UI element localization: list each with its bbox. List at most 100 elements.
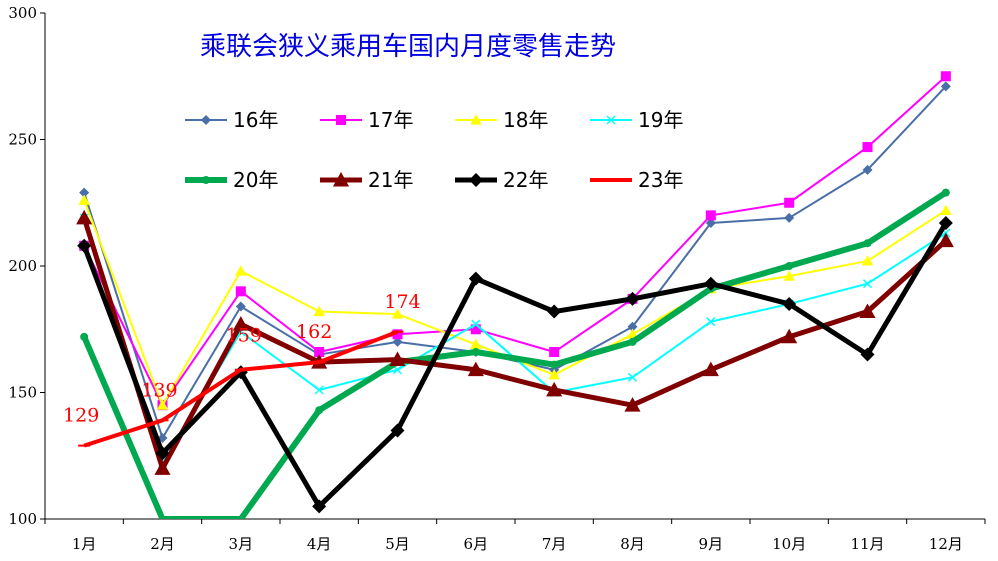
data-point [154, 460, 171, 475]
data-point [315, 406, 324, 415]
data-point [940, 71, 951, 82]
data-point [783, 270, 795, 281]
data-point [626, 328, 639, 339]
data-point [391, 308, 404, 319]
data-point [390, 423, 405, 438]
y-tick-label: 250 [8, 131, 37, 149]
legend-marker [202, 176, 210, 184]
data-label: 139 [141, 379, 177, 401]
data-point [706, 317, 716, 327]
legend-item-3: 18年 [455, 108, 548, 132]
data-point [235, 301, 246, 312]
x-tick-label: 9月 [699, 535, 724, 553]
legend-label: 18年 [503, 108, 548, 132]
data-point [549, 347, 560, 358]
x-tick-label: 10月 [772, 535, 806, 553]
data-point [76, 209, 93, 225]
y-tick-label: 300 [8, 4, 37, 22]
legend-marker [336, 115, 346, 125]
data-point [862, 164, 873, 175]
data-point [941, 188, 950, 197]
x-tick-label: 1月 [72, 535, 97, 553]
data-point [77, 238, 92, 253]
data-point [235, 265, 247, 276]
data-point [80, 332, 89, 341]
data-point [624, 397, 641, 412]
legend-label: 22年 [503, 168, 548, 192]
legend-item-2: 17年 [320, 108, 413, 132]
legend-marker [332, 171, 350, 187]
data-point [940, 204, 952, 215]
data-point [546, 381, 563, 397]
legend-item-6: 21年 [320, 168, 413, 192]
x-tick-label: 11月 [850, 535, 884, 553]
series-line [81, 221, 948, 509]
x-tick-label: 8月 [620, 535, 645, 553]
data-point [703, 276, 718, 291]
data-point [782, 296, 797, 311]
legend: 16年 17年 18年 19年 20年 21年 22年 23年 [185, 108, 683, 192]
chart-title: 乘联会狭义乘用车国内月度零售走势 [200, 32, 616, 62]
data-point [628, 337, 637, 346]
legend-label: 23年 [638, 168, 683, 192]
series-8 [78, 329, 404, 448]
data-point [938, 215, 953, 230]
data-point [937, 232, 954, 248]
x-tick-label: 2月 [150, 535, 175, 553]
data-label: 162 [296, 321, 332, 343]
legend-item-4: 19年 [590, 108, 683, 132]
data-point [784, 197, 795, 208]
data-point [470, 338, 482, 350]
x-tick-label: 6月 [464, 535, 489, 553]
data-point [705, 210, 716, 221]
series-2 [79, 71, 951, 411]
annotations: 129 139 159 162 174 [63, 291, 421, 427]
data-label: 174 [384, 291, 420, 313]
data-point [548, 369, 560, 380]
data-point [940, 81, 951, 92]
data-point [78, 194, 90, 205]
data-label: 129 [63, 405, 99, 427]
legend-item-8: 23年 [590, 168, 683, 192]
y-tick-label: 100 [8, 510, 37, 528]
x-tick-label: 3月 [229, 535, 254, 553]
series-6 [76, 209, 954, 475]
data-point [785, 262, 794, 270]
x-tick-label: 4月 [307, 535, 332, 553]
x-tick-label: 5月 [385, 535, 410, 553]
axes: 100 150 200 250 300 1月 2月 3月 4月 5月 6月 7月 8月 9月 10月 11月 1… [8, 4, 986, 553]
legend-item-5: 20年 [185, 168, 278, 192]
data-point [862, 142, 873, 153]
series-line [81, 190, 948, 519]
data-point [471, 319, 481, 329]
data-point [313, 305, 325, 317]
data-point [79, 187, 90, 198]
data-point [314, 347, 325, 358]
data-point [859, 303, 876, 318]
legend-marker [201, 115, 211, 125]
data-point [625, 291, 640, 306]
series-line [83, 75, 947, 407]
legend-item-1: 16年 [185, 108, 278, 132]
data-point [471, 348, 480, 357]
data-point [860, 347, 875, 362]
legend-item-7: 22年 [455, 168, 548, 192]
data-point [627, 372, 638, 382]
data-point [392, 336, 403, 347]
legend-label: 17年 [368, 108, 413, 132]
data-point [468, 271, 483, 286]
legend-marker [469, 173, 483, 187]
data-point [863, 239, 872, 248]
legend-label: 21年 [368, 168, 413, 192]
y-tick-label: 200 [8, 257, 37, 275]
data-point [155, 446, 170, 461]
data-point [547, 304, 562, 319]
legend-marker [470, 114, 482, 125]
data-point [470, 324, 481, 335]
data-point [314, 385, 324, 395]
x-tick-label: 12月 [929, 535, 963, 553]
data-point [232, 316, 249, 331]
y-tick-label: 150 [8, 384, 37, 402]
series-line [81, 217, 948, 471]
